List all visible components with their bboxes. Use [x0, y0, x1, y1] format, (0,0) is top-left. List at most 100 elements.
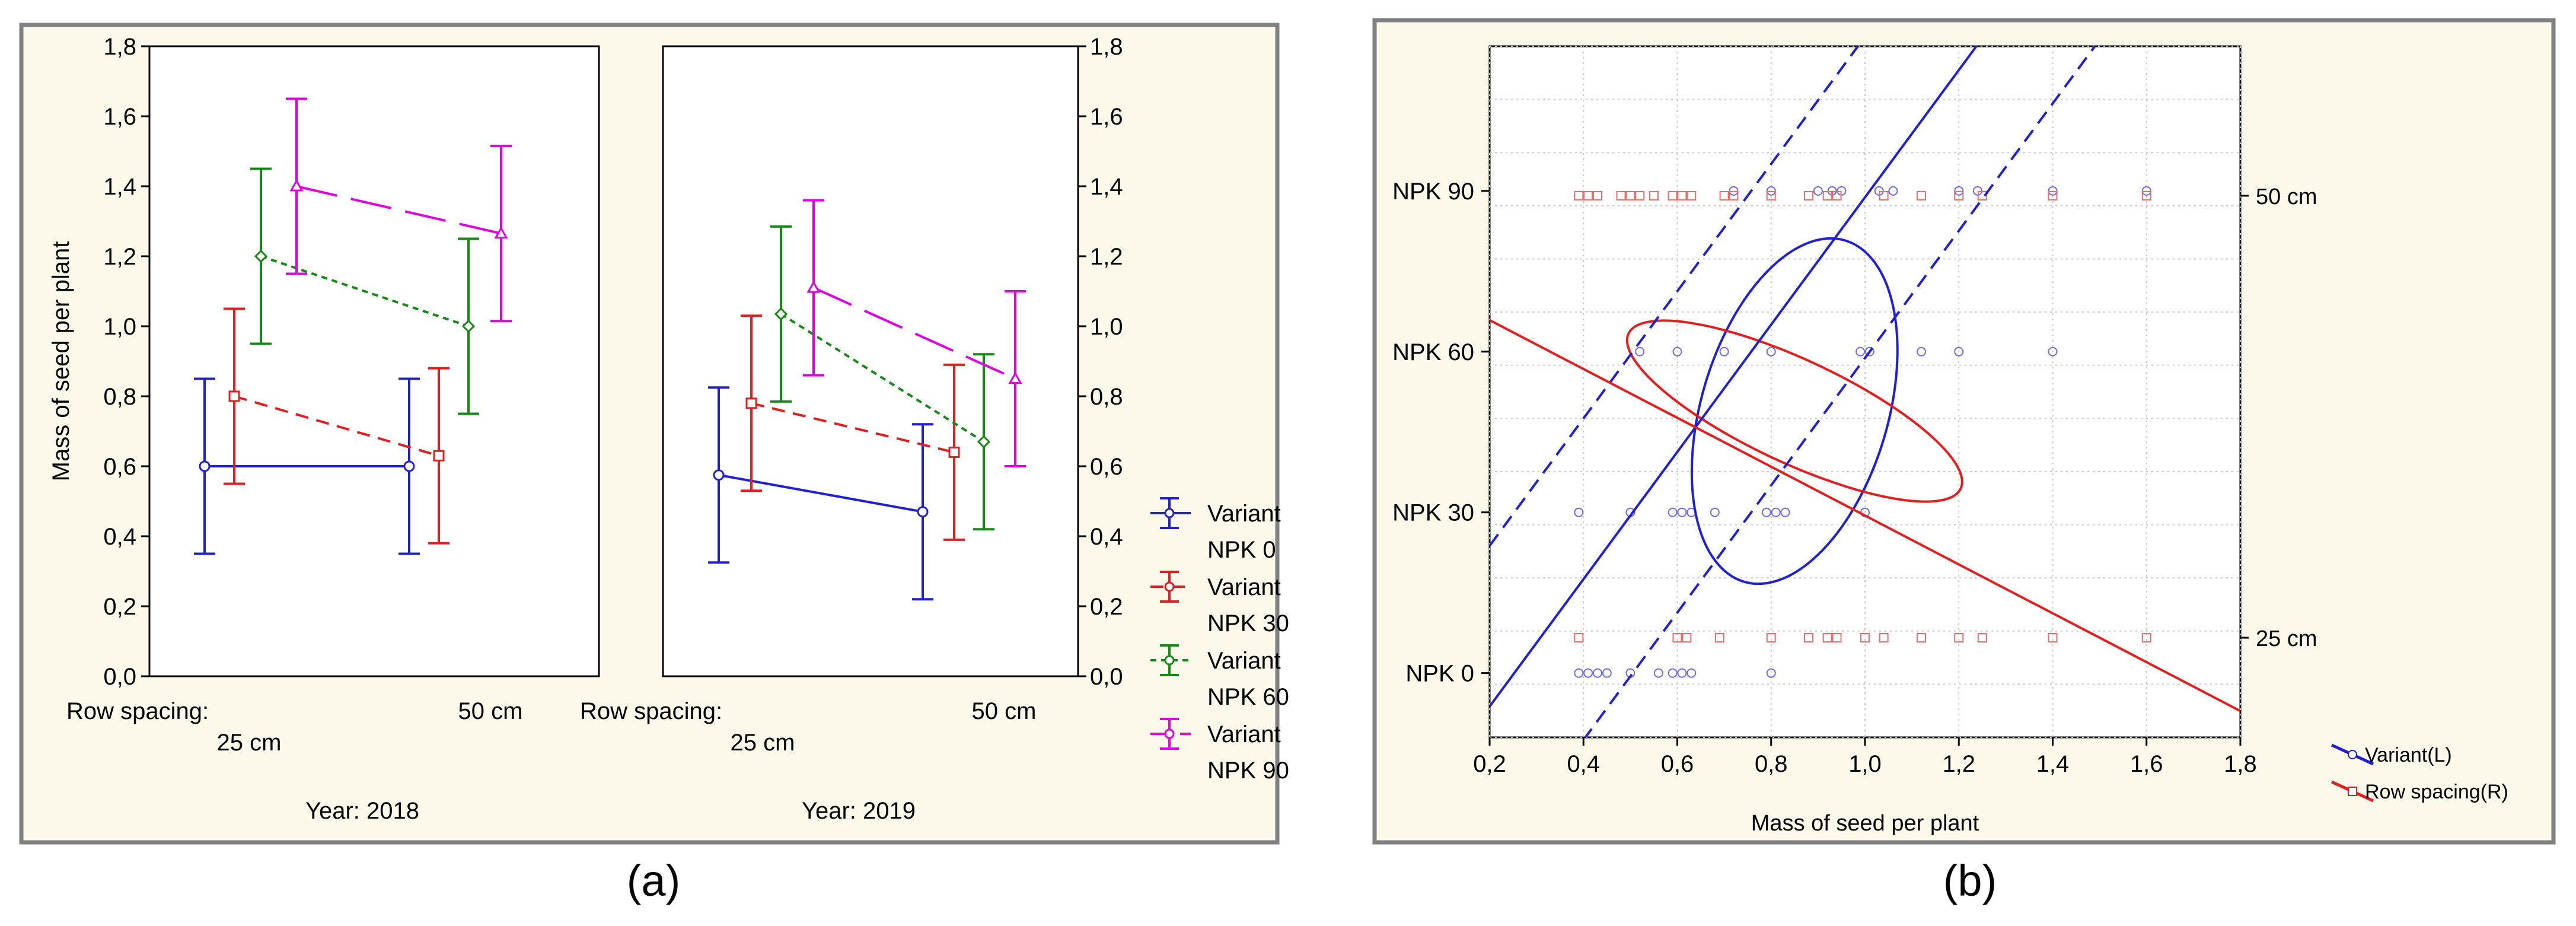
variant-point: [1677, 668, 1687, 678]
y-tick-label: 1,2: [103, 244, 136, 270]
legend-marker: [2348, 750, 2357, 759]
x-tick-label: 0,2: [1473, 751, 1506, 777]
rowspacing-point: [1574, 190, 1584, 201]
x-category-label: 25 cm: [217, 730, 282, 756]
rowspacing-point: [1804, 190, 1814, 201]
series-line: [296, 185, 502, 235]
variant-point: [1856, 346, 1866, 357]
variant-ellipse: [1690, 237, 1899, 585]
x-category-label: 50 cm: [458, 698, 523, 724]
year-label: Year: 2019: [802, 798, 916, 824]
mean-point: [403, 460, 415, 472]
mean-point: [228, 390, 240, 402]
variant-point: [1602, 668, 1612, 678]
variant-regression-line: [1490, 46, 1978, 708]
rowspacing-point: [1822, 633, 1832, 643]
plot-content: [1490, 46, 2240, 737]
x-category-label: 50 cm: [972, 698, 1037, 724]
rowspacing-point: [1879, 190, 1889, 201]
y-tick-label: 0,6: [1090, 454, 1123, 480]
legend-label: Variant: [1207, 721, 1281, 747]
rowspacing-point: [1832, 190, 1842, 201]
y-tick-label: NPK 90: [1392, 179, 1474, 205]
rowspacing-point: [1592, 190, 1602, 201]
y-tick-label: 50 cm: [2256, 184, 2317, 209]
y-tick-label: 0,0: [103, 664, 136, 690]
legend-label: Row spacing(R): [2365, 781, 2508, 803]
variant-point: [1710, 507, 1720, 517]
variant-point: [1864, 346, 1874, 357]
y-tick-label: 0,0: [1090, 664, 1123, 690]
variant-point: [1766, 668, 1776, 678]
plot-area-b: [1488, 45, 2242, 739]
x-tick-label: 0,4: [1567, 751, 1600, 777]
rowspacing-point: [1677, 190, 1687, 201]
variant-point: [1583, 668, 1593, 678]
row-spacing-label: Row spacing:: [66, 698, 209, 724]
y-tick-label: 1,0: [1090, 314, 1123, 340]
variant-point: [1677, 507, 1687, 517]
variant-point: [2048, 346, 2058, 357]
legend-symbol: [1164, 508, 1175, 518]
legend-label: Variant: [1207, 648, 1281, 674]
y-tick-label: 1,6: [1090, 104, 1123, 130]
x-axis-title: Mass of seed per plant: [1751, 811, 1979, 836]
x-tick-label: 1,8: [2224, 751, 2257, 777]
caption-a: (a): [627, 856, 680, 905]
y-tick-label: 1,4: [103, 174, 136, 200]
rowspacing-point: [1682, 633, 1692, 643]
legend-symbol: [1164, 728, 1175, 739]
mean-point: [433, 450, 445, 462]
variant-point: [1729, 186, 1739, 196]
legend-symbol: [1164, 655, 1175, 666]
rowspacing-point: [2141, 190, 2151, 201]
y-tick-label: 1,4: [1090, 174, 1123, 200]
variant-point: [1719, 346, 1729, 357]
mean-point: [806, 281, 821, 293]
plot-area-2: [662, 45, 1079, 677]
rowspacing-point: [1916, 190, 1926, 201]
series-line: [234, 395, 439, 457]
mean-point: [1008, 371, 1022, 384]
variant-point: [1574, 507, 1584, 517]
y-tick-label: 1,8: [1090, 34, 1123, 60]
mean-point: [774, 307, 788, 321]
legend-label: Variant(L): [2365, 744, 2452, 766]
rowspacing-point: [1649, 190, 1659, 201]
rowspacing-point: [1686, 190, 1697, 201]
plot-area-1: [148, 45, 600, 677]
y-tick-label: 0,8: [1090, 384, 1123, 410]
rowspacing-point: [1625, 190, 1635, 201]
mean-point: [199, 460, 211, 472]
variant-point: [1954, 346, 1964, 357]
legend-marker: [2348, 787, 2357, 796]
legend-label: NPK 60: [1207, 684, 1289, 710]
rowspacing-point: [1729, 190, 1739, 201]
rowspacing-point: [1635, 190, 1645, 201]
rowspacing-point: [1719, 190, 1729, 201]
y-tick-label: 25 cm: [2256, 626, 2317, 651]
variant-point: [1668, 507, 1678, 517]
rowspacing-point: [1766, 190, 1776, 201]
rowspacing-point: [1977, 633, 1987, 643]
rowspacing-point: [2141, 633, 2151, 643]
legend-label: Variant: [1207, 574, 1281, 600]
mean-point: [917, 506, 929, 518]
mean-point: [289, 179, 304, 192]
legend-symbol: [1164, 581, 1175, 592]
variant-point: [1761, 507, 1771, 517]
rowspacing-point: [1583, 190, 1593, 201]
legend-label: Variant: [1207, 501, 1281, 527]
variant-point: [2048, 186, 2058, 196]
caption-b: (b): [1943, 856, 1997, 905]
rowspacing-point: [1714, 633, 1724, 643]
x-tick-label: 0,6: [1661, 751, 1694, 777]
rowspacing-point: [1977, 190, 1987, 201]
row-spacing-label: Row spacing:: [580, 698, 722, 724]
variant-point: [1954, 186, 1964, 196]
variant-point: [2141, 186, 2151, 196]
series-line: [751, 402, 955, 454]
y-tick-label: NPK 60: [1392, 339, 1474, 365]
y-tick-label: 1,6: [103, 104, 136, 130]
